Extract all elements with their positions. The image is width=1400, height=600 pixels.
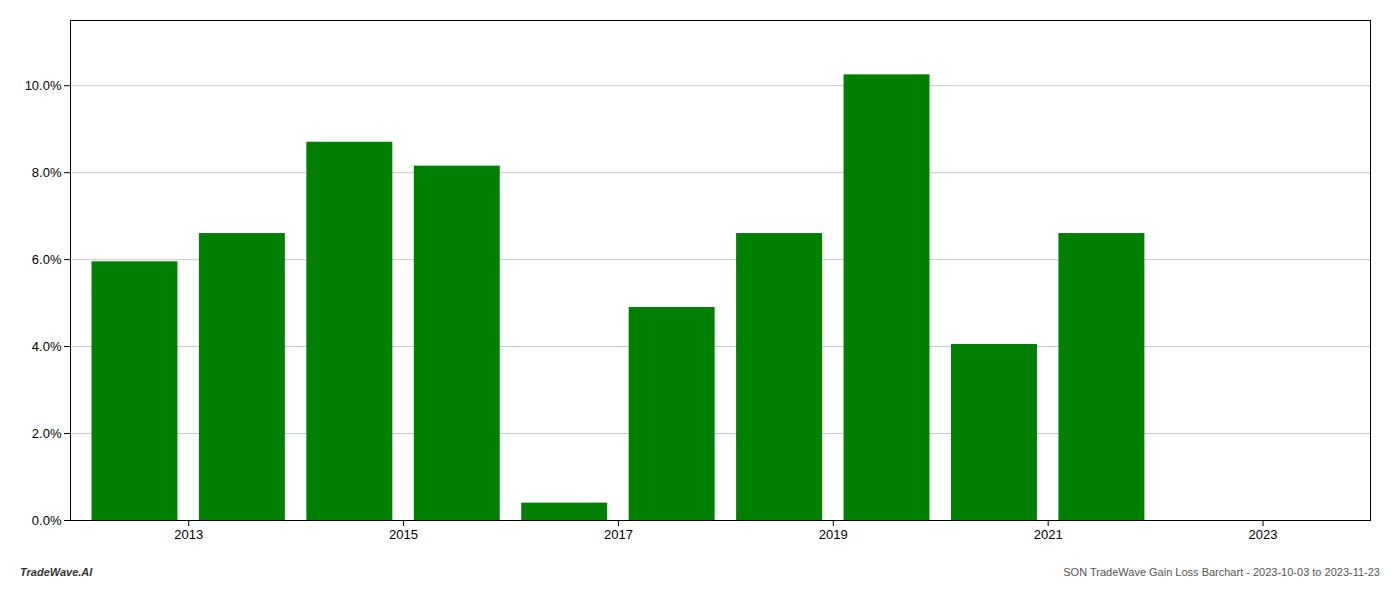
html-text:SON TradeWave Gain Loss Barcha: SON TradeWave Gain Loss Barchart - 2023-… xyxy=(1063,566,1380,578)
svg-text:2021: 2021 xyxy=(1034,527,1063,542)
svg-text:4.0%: 4.0% xyxy=(32,339,62,354)
svg-text:2019: 2019 xyxy=(819,527,848,542)
svg-text:0.0%: 0.0% xyxy=(32,513,62,528)
svg-text:8.0%: 8.0% xyxy=(32,165,62,180)
html-text:TradeWave.AI: TradeWave.AI xyxy=(20,566,93,578)
svg-text:2013: 2013 xyxy=(174,527,203,542)
svg-text:2017: 2017 xyxy=(604,527,633,542)
svg-text:6.0%: 6.0% xyxy=(32,252,62,267)
svg-text:2.0%: 2.0% xyxy=(32,426,62,441)
svg-text:10.0%: 10.0% xyxy=(25,78,62,93)
svg-text:2015: 2015 xyxy=(389,527,418,542)
svg-text:2023: 2023 xyxy=(1249,527,1278,542)
